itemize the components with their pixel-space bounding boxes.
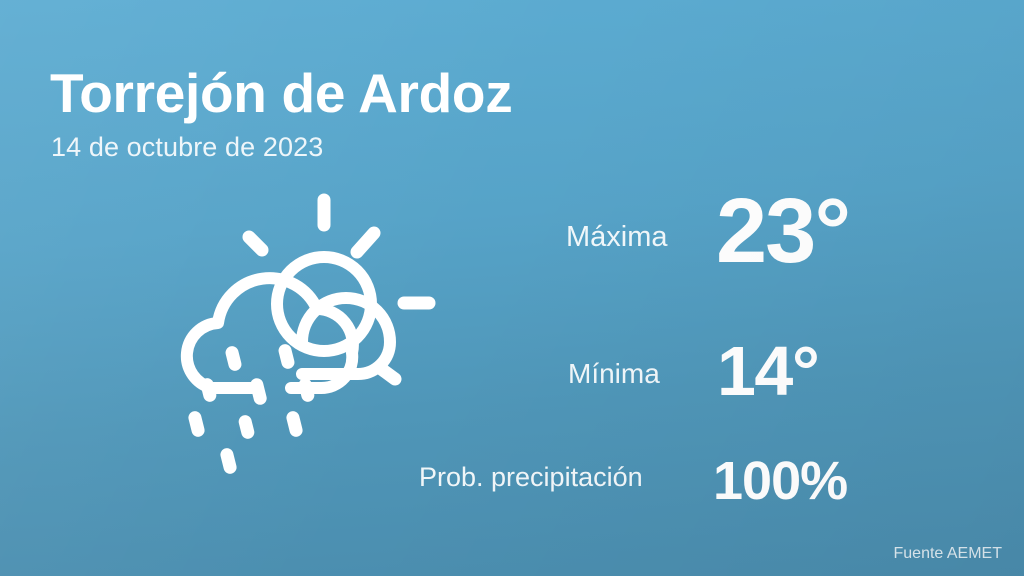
- source-attribution: Fuente AEMET: [893, 545, 1003, 562]
- min-temp-label: Mínima: [568, 358, 660, 389]
- min-temp-value: 14°: [717, 332, 820, 410]
- page-title: Torrejón de Ardoz: [50, 62, 513, 124]
- precipitation-value: 100%: [713, 451, 848, 511]
- max-temp-label: Máxima: [566, 221, 668, 253]
- partly-cloudy-rain-icon: [152, 192, 436, 488]
- forecast-date: 14 de octubre de 2023: [51, 132, 324, 162]
- precipitation-label: Prob. precipitación: [419, 462, 643, 492]
- max-temp-value: 23°: [716, 180, 851, 282]
- raindrops: [188, 344, 315, 474]
